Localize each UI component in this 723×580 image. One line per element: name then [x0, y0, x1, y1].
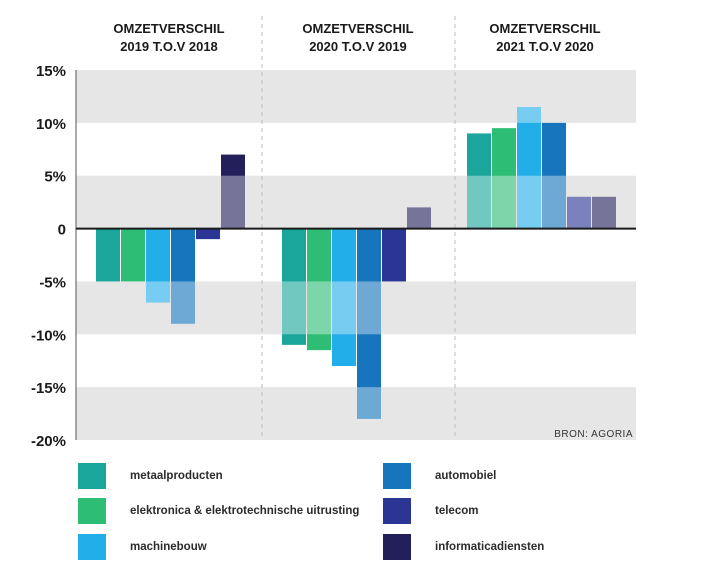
grid-band [76, 70, 636, 123]
bar-band-tint [407, 207, 431, 229]
panel-title-line2: 2021 T.O.V 2020 [496, 39, 594, 54]
bar-telecom [567, 196, 591, 229]
bar-band-tint [332, 281, 356, 335]
bar-band-tint [146, 281, 170, 303]
y-tick-label: 15% [36, 63, 66, 80]
bar-band-tint [542, 175, 566, 229]
panel-title-line1: OMZETVERSCHIL [302, 21, 413, 36]
bar-band-tint [221, 175, 245, 229]
bar-metaalproducten [467, 133, 491, 229]
bar-band-tint [592, 196, 616, 229]
bar-band-tint [357, 387, 381, 419]
bar-metaalproducten [96, 228, 120, 282]
bar-automobiel [171, 228, 195, 324]
bar-band-tint [567, 196, 591, 229]
bar-telecom [196, 228, 220, 240]
bar-band-tint [517, 175, 541, 229]
grid-band [76, 387, 636, 440]
bar-elektronica [492, 128, 516, 229]
y-tick-label: 10% [36, 116, 66, 133]
panel-title-line2: 2019 T.O.V 2018 [120, 39, 218, 54]
bar-band-tint [492, 175, 516, 229]
panel-title-line1: OMZETVERSCHIL [489, 21, 600, 36]
panel-title-line2: 2020 T.O.V 2019 [309, 39, 407, 54]
y-tick-label: 0 [58, 222, 66, 239]
bar-band-tint [357, 281, 381, 335]
y-tick-label: -10% [31, 327, 66, 344]
bar-automobiel [542, 122, 566, 229]
bar-band-tint [467, 175, 491, 229]
bar-automobiel [357, 228, 381, 419]
y-tick-label: 5% [44, 169, 66, 186]
bar-machinebouw [517, 107, 541, 229]
y-tick-label: -5% [39, 274, 66, 291]
bar-band-tint [171, 281, 195, 324]
bar-metaalproducten [282, 228, 306, 345]
bar-informaticadiensten [221, 154, 245, 229]
bar-informaticadiensten [407, 207, 431, 229]
bar-elektronica [307, 228, 331, 351]
bar-elektronica [121, 228, 145, 282]
bar-machinebouw [146, 228, 170, 303]
y-tick-label: -15% [31, 380, 66, 397]
bar-band-tint [517, 107, 541, 123]
y-tick-label: -20% [31, 433, 66, 450]
panel-title-line1: OMZETVERSCHIL [113, 21, 224, 36]
bar-informaticadiensten [592, 196, 616, 229]
bar-telecom [382, 228, 406, 282]
bar-machinebouw [332, 228, 356, 366]
bar-band-tint [282, 281, 306, 335]
bar-band-tint [307, 281, 331, 335]
source-label: BRON: AGORIA [554, 429, 633, 440]
